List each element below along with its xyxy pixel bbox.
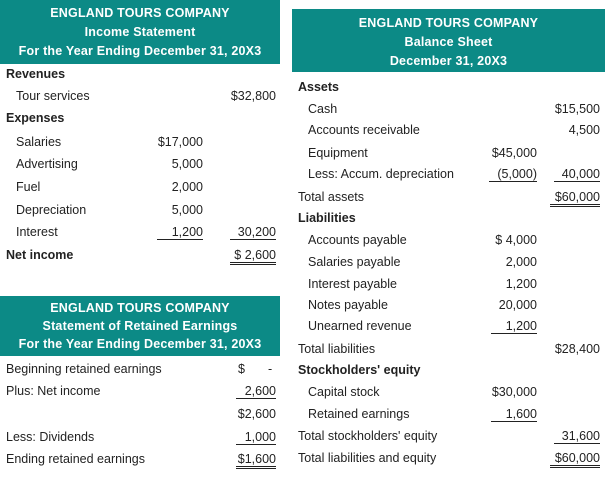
dividends-value: 1,000 (236, 430, 276, 445)
salaries-label: Salaries (16, 135, 62, 149)
salaries-payable-label: Salaries payable (308, 255, 401, 269)
retained-earnings-label: Retained earnings (308, 407, 410, 421)
interest-payable-value: 1,200 (505, 277, 537, 291)
balance-company: ENGLAND TOURS COMPANY (358, 16, 539, 30)
retained-company: ENGLAND TOURS COMPANY (50, 301, 230, 315)
income-header: ENGLAND TOURS COMPANY Income Statement F… (0, 0, 280, 64)
accum-depreciation-label: Less: Accum. depreciation (308, 167, 454, 181)
tour-services-value: $32,800 (230, 89, 276, 103)
retained-title: Statement of Retained Earnings (42, 319, 238, 333)
net-income-value: $ 2,600 (230, 248, 276, 265)
plus-net-income-label: Plus: Net income (6, 384, 101, 398)
depreciation-label: Depreciation (16, 203, 87, 217)
net-income-label: Net income (6, 248, 74, 262)
retained-earnings-statement: ENGLAND TOURS COMPANY Statement of Retai… (0, 296, 280, 476)
total-liabilities-equity-value: $60,000 (550, 451, 600, 468)
total-liabilities-value: $28,400 (554, 342, 600, 356)
retained-header: ENGLAND TOURS COMPANY Statement of Retai… (0, 296, 280, 356)
ending-retained-label: Ending retained earnings (6, 452, 145, 466)
balance-title: Balance Sheet (404, 35, 493, 49)
stockholders-equity-label: Stockholders' equity (298, 363, 421, 377)
interest-label: Interest (16, 225, 58, 239)
balance-sheet: ENGLAND TOURS COMPANY Balance Sheet Dece… (292, 9, 605, 475)
total-liabilities-equity-label: Total liabilities and equity (298, 451, 437, 465)
accounts-payable-label: Accounts payable (308, 233, 407, 247)
total-assets-label: Total assets (298, 190, 365, 204)
retained-period: For the Year Ending December 31, 20X3 (18, 337, 262, 351)
income-title: Income Statement (84, 25, 196, 39)
salaries-payable-value: 2,000 (505, 255, 537, 269)
retained-subtotal-value: $2,600 (237, 407, 276, 421)
interest-value: 1,200 (157, 225, 203, 240)
tour-services-label: Tour services (16, 89, 90, 103)
beginning-retained-label: Beginning retained earnings (6, 362, 162, 376)
total-assets-value: $60,000 (550, 190, 600, 207)
liabilities-label: Liabilities (298, 211, 356, 225)
income-company: ENGLAND TOURS COMPANY (50, 6, 230, 20)
accounts-receivable-value: 4,500 (568, 123, 600, 137)
revenues-label: Revenues (6, 67, 66, 81)
income-statement: ENGLAND TOURS COMPANY Income Statement F… (0, 0, 280, 270)
balance-date: December 31, 20X3 (389, 54, 508, 68)
ending-retained-value: $1,600 (236, 452, 276, 469)
unearned-revenue-label: Unearned revenue (308, 319, 412, 333)
advertising-label: Advertising (16, 157, 78, 171)
income-period: For the Year Ending December 31, 20X3 (18, 44, 262, 58)
total-expenses-value: 30,200 (230, 225, 276, 240)
total-stockholders-equity-value: 31,600 (554, 429, 600, 444)
total-stockholders-equity-label: Total stockholders' equity (298, 429, 438, 443)
accum-depreciation-value: (5,000) (489, 167, 537, 182)
retained-earnings-value: 1,600 (491, 407, 537, 422)
balance-header: ENGLAND TOURS COMPANY Balance Sheet Dece… (292, 9, 605, 72)
fuel-value: 2,000 (171, 180, 203, 194)
equipment-label: Equipment (308, 146, 368, 160)
salaries-value: $17,000 (157, 135, 203, 149)
total-liabilities-label: Total liabilities (298, 342, 376, 356)
advertising-value: 5,000 (171, 157, 203, 171)
equipment-net-value: 40,000 (554, 167, 600, 182)
equipment-value: $45,000 (491, 146, 537, 160)
accounts-payable-value: $ 4,000 (495, 233, 537, 247)
interest-payable-label: Interest payable (308, 277, 397, 291)
capital-stock-value: $30,000 (491, 385, 537, 399)
expenses-label: Expenses (6, 111, 65, 125)
cash-value: $15,500 (554, 102, 600, 116)
fuel-label: Fuel (16, 180, 41, 194)
beginning-retained-value: - (268, 362, 273, 376)
capital-stock-label: Capital stock (308, 385, 380, 399)
accounts-receivable-label: Accounts receivable (308, 123, 420, 137)
beginning-dollar-sign: $ (238, 362, 245, 376)
plus-net-income-value: 2,600 (236, 384, 276, 399)
notes-payable-label: Notes payable (308, 298, 388, 312)
depreciation-value: 5,000 (171, 203, 203, 217)
dividends-label: Less: Dividends (6, 430, 95, 444)
cash-label: Cash (308, 102, 338, 116)
notes-payable-value: 20,000 (498, 298, 537, 312)
assets-label: Assets (298, 80, 339, 94)
unearned-revenue-value: 1,200 (491, 319, 537, 334)
